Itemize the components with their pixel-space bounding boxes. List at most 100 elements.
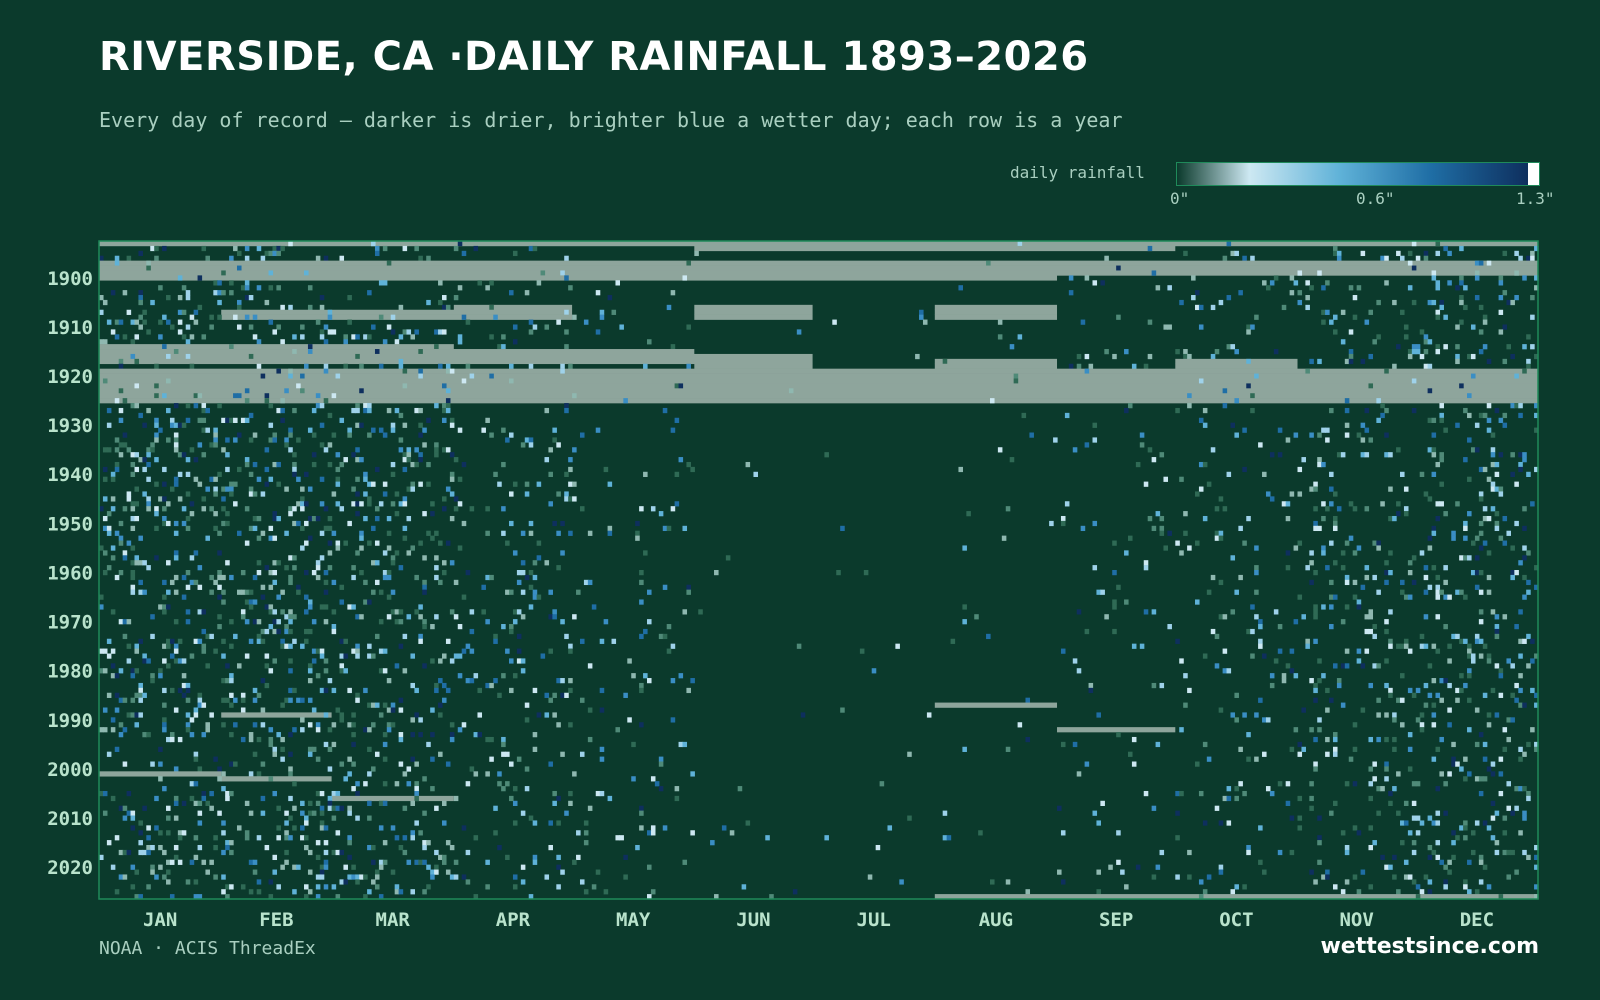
rain-day-cell	[236, 324, 242, 330]
rain-day-cell	[1352, 781, 1358, 787]
rain-day-cell	[355, 491, 360, 497]
rain-day-cell	[225, 520, 230, 527]
rain-day-cell	[110, 795, 116, 802]
rain-day-cell	[217, 570, 222, 576]
rain-day-cell	[1289, 275, 1295, 281]
rain-day-cell	[1340, 309, 1346, 315]
rain-day-cell	[509, 624, 514, 630]
rain-day-cell	[150, 245, 155, 252]
rain-day-cell	[122, 727, 128, 733]
rain-day-cell	[1427, 692, 1433, 698]
rain-day-cell	[288, 815, 293, 821]
missing-data-span	[934, 304, 1058, 311]
rain-day-cell	[304, 270, 309, 276]
rain-day-cell	[461, 648, 467, 654]
rain-day-cell	[252, 314, 258, 320]
rain-day-cell	[501, 736, 506, 743]
rain-day-cell	[130, 452, 136, 458]
rain-day-cell	[244, 589, 250, 595]
rain-day-cell	[1147, 245, 1153, 252]
rain-day-cell	[1423, 702, 1429, 708]
brand-link[interactable]: wettestsince.com	[1320, 934, 1539, 959]
rain-day-cell	[532, 859, 538, 865]
rain-day-cell	[197, 417, 203, 423]
rain-day-cell	[1214, 633, 1220, 640]
rain-day-cell	[1502, 290, 1508, 296]
rain-day-cell	[166, 501, 171, 507]
rain-day-cell	[181, 682, 187, 689]
rain-day-cell	[572, 771, 577, 777]
rain-day-cell	[142, 491, 147, 497]
rain-day-cell	[197, 393, 203, 399]
rain-day-cell	[268, 727, 274, 733]
rain-day-cell	[1474, 741, 1480, 748]
rain-day-cell	[382, 756, 388, 762]
rain-day-cell	[118, 520, 124, 527]
rain-day-cell	[1297, 825, 1303, 831]
rain-day-cell	[319, 530, 325, 536]
rain-day-cell	[1459, 383, 1464, 389]
rain-day-cell	[1400, 722, 1405, 728]
rain-day-cell	[1234, 692, 1239, 698]
rain-day-cell	[1340, 702, 1346, 708]
rain-day-cell	[493, 678, 498, 684]
rain-day-cell	[548, 648, 553, 654]
rain-day-cell	[134, 692, 140, 698]
rain-day-cell	[1455, 324, 1460, 330]
rain-day-cell	[1277, 648, 1283, 654]
rain-day-cell	[1443, 781, 1448, 787]
rain-day-cell	[367, 599, 372, 605]
rain-day-cell	[1238, 525, 1243, 532]
rain-day-cell	[323, 579, 329, 586]
rain-day-cell	[319, 820, 325, 826]
rain-day-cell	[552, 427, 557, 433]
rain-day-cell	[986, 260, 991, 266]
rain-day-cell	[166, 643, 171, 649]
rain-day-cell	[122, 619, 128, 625]
rain-day-cell	[422, 810, 427, 816]
rain-day-cell	[1439, 678, 1444, 684]
rain-day-cell	[1427, 663, 1433, 669]
rain-day-cell	[374, 245, 380, 252]
missing-data-span	[694, 309, 813, 315]
rain-day-cell	[1407, 594, 1413, 600]
rain-day-cell	[272, 790, 278, 797]
rain-day-cell	[867, 874, 873, 880]
rain-day-cell	[233, 417, 238, 423]
rain-day-cell	[300, 486, 305, 492]
rain-day-cell	[110, 555, 116, 561]
rain-day-cell	[568, 285, 573, 291]
rain-day-cell	[544, 457, 550, 463]
rain-day-cell	[1403, 506, 1409, 512]
rain-day-cell	[497, 781, 502, 787]
rain-day-cell	[485, 417, 490, 423]
rain-day-cell	[461, 461, 467, 468]
rain-day-cell	[1463, 835, 1468, 841]
rain-day-cell	[138, 535, 143, 541]
rain-day-cell	[1526, 589, 1531, 595]
rain-day-cell	[1534, 854, 1539, 861]
rain-day-cell	[209, 506, 214, 512]
rain-day-cell	[457, 285, 463, 291]
rain-day-cell	[1364, 648, 1370, 654]
rain-day-cell	[240, 884, 246, 890]
rain-day-cell	[240, 570, 246, 576]
rain-day-cell	[1348, 535, 1354, 541]
rain-day-cell	[359, 457, 364, 463]
rain-day-cell	[229, 790, 234, 797]
rain-day-cell	[319, 648, 325, 654]
rain-day-cell	[189, 653, 195, 659]
rain-day-cell	[528, 363, 534, 369]
rain-day-cell	[445, 363, 451, 369]
rain-day-cell	[1325, 687, 1330, 694]
rain-day-cell	[449, 368, 455, 374]
rain-day-cell	[1506, 781, 1512, 787]
rain-day-cell	[599, 707, 605, 713]
rain-day-cell	[371, 722, 376, 728]
rain-day-cell	[296, 501, 301, 507]
rain-day-cell	[1392, 717, 1397, 723]
rain-day-cell	[824, 452, 829, 458]
rain-day-cell	[1238, 574, 1243, 581]
rain-day-cell	[1384, 658, 1389, 664]
x-tick-label: MAY	[616, 909, 651, 931]
